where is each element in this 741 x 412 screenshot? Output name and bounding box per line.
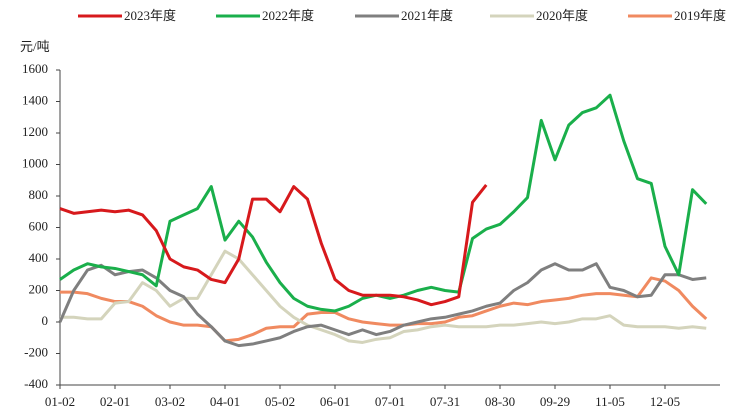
y-tick-label: 1000 — [22, 155, 48, 170]
y-tick-label: 400 — [29, 250, 49, 265]
y-tick-label: 1600 — [22, 61, 48, 76]
series-line — [58, 262, 707, 348]
x-tick-label: 03-02 — [155, 394, 185, 409]
x-tick-label: 09-29 — [540, 394, 570, 409]
y-tick-label: -200 — [24, 344, 48, 359]
x-tick-label: 11-05 — [595, 394, 625, 409]
y-tick-label: 200 — [29, 281, 49, 296]
y-tick-label: 800 — [29, 187, 49, 202]
y-tick-label: -400 — [24, 376, 48, 391]
y-tick-label: 1400 — [22, 92, 48, 107]
x-tick-label: 12-05 — [650, 394, 680, 409]
x-tick-label: 07-31 — [430, 394, 460, 409]
x-tick-label: 08-30 — [485, 394, 515, 409]
series-line — [60, 276, 708, 343]
legend-label: 2023年度 — [124, 8, 176, 23]
y-tick-label: 0 — [42, 313, 49, 328]
series-line — [60, 249, 707, 344]
legend-label: 2022年度 — [262, 8, 314, 23]
legend-label: 2019年度 — [674, 8, 726, 23]
series-line — [59, 93, 708, 313]
legend-label: 2021年度 — [401, 8, 453, 23]
y-tick-label: 1200 — [22, 124, 48, 139]
y-axis-label: 元/吨 — [20, 39, 50, 54]
legend-label: 2020年度 — [536, 8, 588, 23]
x-tick-label: 02-01 — [100, 394, 130, 409]
y-tick-label: 600 — [29, 218, 49, 233]
x-tick-label: 07-01 — [375, 394, 405, 409]
x-tick-label: 05-02 — [265, 394, 295, 409]
series-line — [59, 184, 488, 307]
x-tick-label: 01-02 — [45, 394, 75, 409]
x-tick-label: 04-01 — [210, 394, 240, 409]
x-tick-label: 06-01 — [320, 394, 350, 409]
